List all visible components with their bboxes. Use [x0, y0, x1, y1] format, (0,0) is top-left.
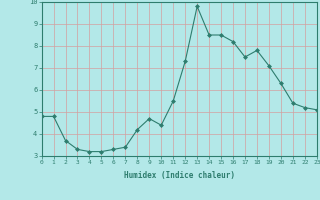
- X-axis label: Humidex (Indice chaleur): Humidex (Indice chaleur): [124, 171, 235, 180]
